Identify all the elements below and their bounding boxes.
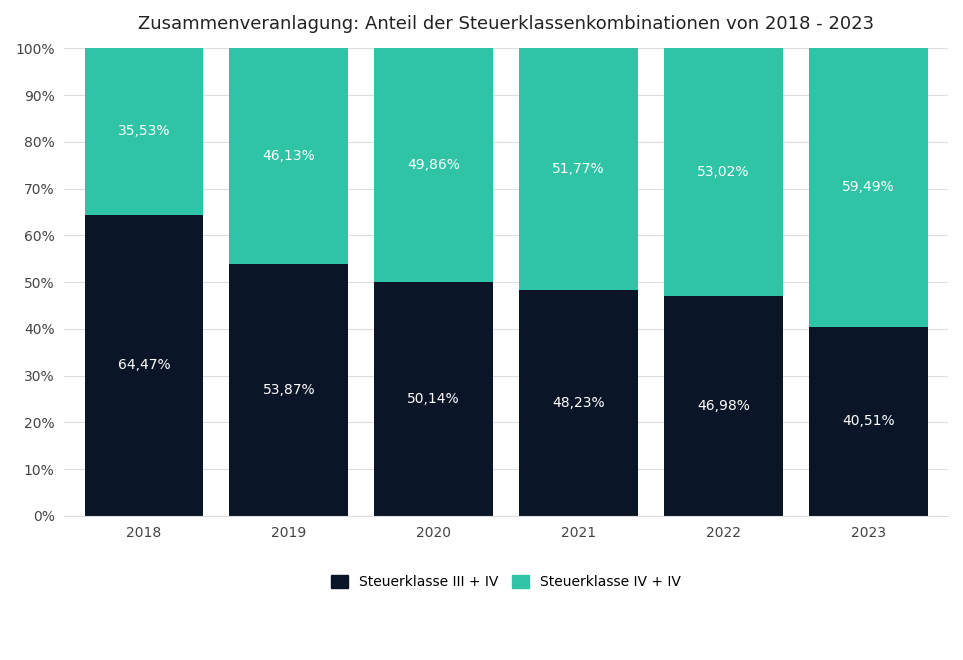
Bar [229, 264, 349, 516]
Bar [809, 48, 927, 327]
Bar [809, 327, 927, 516]
Text: 35,53%: 35,53% [117, 125, 170, 139]
Text: 53,02%: 53,02% [697, 166, 749, 180]
Text: 46,98%: 46,98% [697, 399, 750, 413]
Text: 51,77%: 51,77% [552, 162, 605, 176]
Text: 53,87%: 53,87% [263, 383, 315, 397]
Text: 49,86%: 49,86% [407, 158, 460, 172]
Bar [375, 282, 493, 516]
Bar [664, 48, 783, 296]
Text: 50,14%: 50,14% [407, 392, 460, 406]
Bar [664, 296, 783, 516]
Text: 48,23%: 48,23% [552, 396, 605, 411]
Title: Zusammenveranlagung: Anteil der Steuerklassenkombinationen von 2018 - 2023: Zusammenveranlagung: Anteil der Steuerkl… [138, 15, 874, 33]
Text: 40,51%: 40,51% [842, 414, 895, 428]
Bar [375, 48, 493, 282]
Text: 46,13%: 46,13% [262, 149, 315, 163]
Bar [519, 290, 638, 516]
Bar [85, 214, 203, 516]
Bar [229, 48, 349, 264]
Bar [85, 48, 203, 214]
Legend: Steuerklasse III + IV, Steuerklasse IV + IV: Steuerklasse III + IV, Steuerklasse IV +… [325, 570, 687, 595]
Text: 64,47%: 64,47% [117, 358, 170, 372]
Bar [519, 48, 638, 290]
Text: 59,49%: 59,49% [842, 180, 895, 195]
